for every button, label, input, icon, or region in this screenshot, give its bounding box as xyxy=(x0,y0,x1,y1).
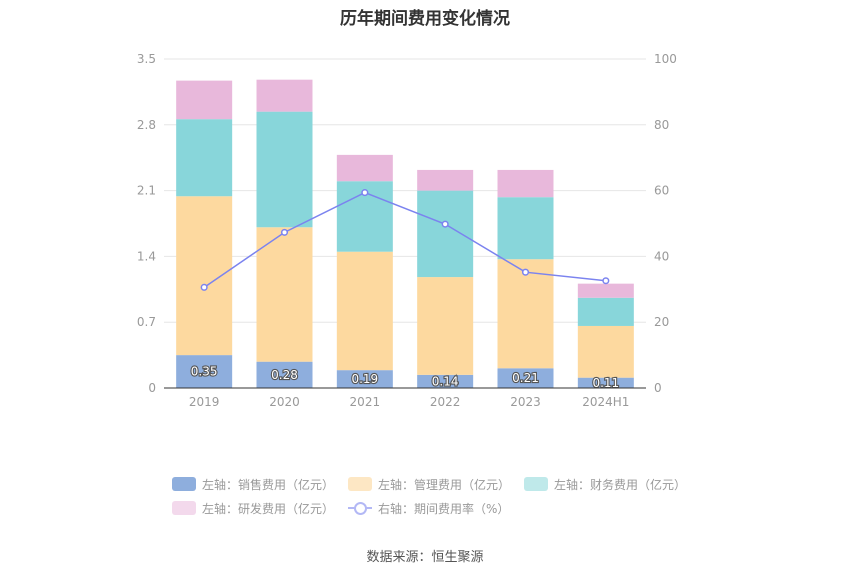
left-axis-tick-label: 0 xyxy=(148,381,156,395)
left-axis-tick-label: 2.1 xyxy=(137,184,156,198)
bar-segment-2-2022 xyxy=(417,190,474,278)
right-axis-tick-label: 80 xyxy=(654,118,669,132)
bar-segment-2-2024H1 xyxy=(577,297,634,326)
x-axis-tick-label: 2022 xyxy=(430,395,461,409)
legend-item-rnd[interactable]: 左轴：研发费用（亿元） xyxy=(172,500,334,517)
legend-label-sales: 左轴：销售费用（亿元） xyxy=(202,477,335,492)
expense-ratio-point-2022 xyxy=(441,220,449,228)
bar-segment-2-2020 xyxy=(256,111,313,228)
bar-data-label: 0.19 xyxy=(351,372,378,386)
right-axis-tick-label: 60 xyxy=(654,184,669,198)
right-axis-tick-label: 100 xyxy=(654,52,677,66)
x-axis-tick-label: 2020 xyxy=(269,395,300,409)
legend: 左轴：销售费用（亿元） 左轴：管理费用（亿元） 左轴：财务费用（亿元） 左轴：研… xyxy=(172,472,712,520)
legend-swatch-sales xyxy=(172,477,196,491)
x-axis-tick-label: 2024H1 xyxy=(582,395,629,409)
legend-swatch-expense-ratio xyxy=(348,501,373,515)
bar-segment-3-2021 xyxy=(336,154,393,182)
x-axis-tick-label: 2023 xyxy=(510,395,541,409)
bar-data-label: 0.35 xyxy=(191,365,218,379)
bar-segment-3-2024H1 xyxy=(577,283,634,298)
legend-swatch-admin xyxy=(348,477,373,491)
data-source: 数据来源：恒生聚源 xyxy=(366,550,484,565)
bar-segment-1-2021 xyxy=(336,251,393,371)
legend-label-rnd: 左轴：研发费用（亿元） xyxy=(202,501,335,516)
bar-segment-0-2023 xyxy=(497,368,554,388)
bar-segment-2-2019 xyxy=(176,119,233,197)
stacked-bar-line-chart: 0 0 0.7 20 1.4 40 2.1 60 2.8 80 3.5 100 2019 0.35 2020… xyxy=(137,52,677,409)
x-axis-tick-label: 2019 xyxy=(189,395,220,409)
legend-label-finance: 左轴：财务费用（亿元） xyxy=(554,477,687,492)
expense-ratio-point-2024H1 xyxy=(602,277,610,285)
right-axis-tick-label: 40 xyxy=(654,249,669,263)
left-axis-tick-label: 3.5 xyxy=(137,52,156,66)
x-axis-tick-label: 2021 xyxy=(350,395,381,409)
bar-segment-0-2019 xyxy=(176,355,233,388)
expense-ratio-line xyxy=(203,191,606,288)
legend-swatch-rnd xyxy=(172,501,196,515)
bar-segment-2-2023 xyxy=(497,197,554,260)
bar-segment-1-2024H1 xyxy=(577,325,634,378)
bar-segment-3-2020 xyxy=(256,79,313,112)
expense-ratio-point-2023 xyxy=(521,268,530,276)
bar-segment-1-2019 xyxy=(176,196,233,356)
bar-segment-3-2019 xyxy=(176,80,233,120)
legend-item-sales[interactable]: 左轴：销售费用（亿元） xyxy=(172,476,334,493)
bar-data-label: 0.11 xyxy=(592,376,619,390)
left-axis-tick-label: 0.7 xyxy=(137,315,156,329)
expense-ratio-point-2020 xyxy=(280,228,289,236)
expense-ratio-point-2021 xyxy=(361,189,369,197)
bar-segment-0-2022 xyxy=(417,374,474,388)
legend-label-expense-ratio: 右轴：期间费用率（%） xyxy=(378,501,510,516)
bar-data-label: 0.14 xyxy=(432,374,459,388)
left-axis-tick-label: 2.8 xyxy=(137,118,156,132)
legend-item-expense-ratio[interactable]: 右轴：期间费用率（%） xyxy=(348,500,509,517)
bar-segment-3-2023 xyxy=(497,169,554,198)
bar-segment-1-2020 xyxy=(256,227,313,362)
right-axis-tick-label: 0 xyxy=(654,381,662,395)
bar-segment-0-2024H1 xyxy=(577,377,634,388)
right-axis-tick-label: 20 xyxy=(654,315,669,329)
expense-ratio-point-2019 xyxy=(200,283,208,291)
bar-segment-1-2022 xyxy=(417,277,474,375)
bar-data-label: 0.21 xyxy=(512,371,539,385)
bar-segment-1-2023 xyxy=(497,259,554,369)
chart-title: 历年期间费用变化情况 xyxy=(340,9,510,29)
legend-swatch-finance xyxy=(524,477,549,491)
legend-item-admin[interactable]: 左轴：管理费用（亿元） xyxy=(348,476,510,493)
legend-item-finance[interactable]: 左轴：财务费用（亿元） xyxy=(524,476,686,493)
bar-data-label: 0.28 xyxy=(271,368,298,382)
left-axis-tick-label: 1.4 xyxy=(137,249,156,263)
bar-segment-0-2021 xyxy=(336,370,393,388)
bar-segment-3-2022 xyxy=(417,169,474,191)
bar-segment-0-2020 xyxy=(256,361,313,388)
legend-label-admin: 左轴：管理费用（亿元） xyxy=(378,477,511,492)
